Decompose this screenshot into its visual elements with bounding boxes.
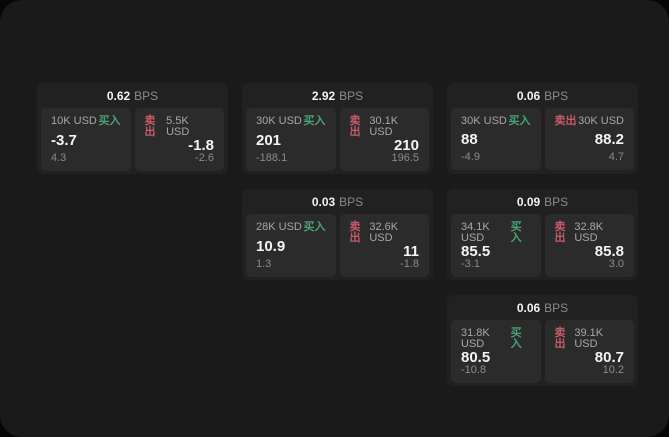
quote-card-body: 28K USD 买入 10.9 1.3 卖出 32.6K USD 11 -1.8 (242, 214, 433, 281)
sell-label: 卖出 (554, 327, 566, 350)
buy-panel[interactable]: 28K USD 买入 10.9 1.3 (246, 214, 336, 277)
bps-value: 0.03 (311, 194, 336, 209)
sell-panel[interactable]: 卖出 32.8K USD 85.8 3.0 (544, 214, 634, 277)
buy-delta: -188.1 (256, 152, 288, 164)
quote-card: 0.62 BPS 10K USD 买入 -3.7 4.3 卖出 5.5K USD (37, 83, 228, 174)
bps-header: 0.06 BPS (447, 83, 638, 108)
sell-amount: 32.8K USD (574, 221, 604, 244)
sell-delta: 10.2 (602, 364, 624, 376)
sell-delta: 196.5 (391, 152, 419, 164)
sell-amount: 5.5K USD (166, 115, 190, 138)
buy-price: 88 (461, 131, 478, 148)
buy-amount: 30K USD (256, 115, 302, 127)
quote-card-body: 34.1K USD 买入 85.5 -3.1 卖出 32.8K USD 85.8… (447, 214, 638, 281)
quote-card-body: 10K USD 买入 -3.7 4.3 卖出 5.5K USD -1.8 -2.… (37, 108, 228, 175)
sell-label: 卖出 (554, 115, 577, 127)
quote-card-grid: 0.62 BPS 10K USD 买入 -3.7 4.3 卖出 5.5K USD (37, 83, 638, 386)
sell-amount: 30K USD (578, 115, 624, 127)
quote-card-body: 30K USD 买入 88 -4.9 卖出 30K USD 88.2 4.7 (447, 108, 638, 174)
sell-amount: 30.1K USD (369, 115, 399, 138)
sell-price: 85.8 (594, 243, 624, 260)
sell-amount: 39.1K USD (574, 327, 604, 350)
sell-amount: 32.6K USD (369, 221, 399, 244)
sell-delta: 3.0 (608, 258, 624, 270)
quote-card: 0.06 BPS 30K USD 买入 88 -4.9 卖出 30K USD (447, 83, 638, 174)
buy-label: 买入 (510, 327, 522, 350)
sell-delta: 4.7 (608, 151, 624, 163)
bps-header: 0.09 BPS (447, 189, 638, 214)
sell-panel[interactable]: 卖出 32.6K USD 11 -1.8 (339, 214, 429, 277)
sell-price: 80.7 (594, 349, 624, 366)
quote-card: 0.09 BPS 34.1K USD 买入 85.5 -3.1 卖出 32.8K… (447, 189, 638, 280)
buy-label: 买入 (98, 115, 121, 127)
bps-unit-label: BPS (544, 88, 569, 103)
bps-header: 2.92 BPS (242, 83, 433, 108)
buy-delta: -4.9 (461, 151, 480, 163)
sell-label: 卖出 (554, 221, 566, 244)
quote-card: 0.03 BPS 28K USD 买入 10.9 1.3 卖出 32.6K US… (242, 189, 433, 280)
quote-card-body: 30K USD 买入 201 -188.1 卖出 30.1K USD 210 1… (242, 108, 433, 175)
buy-label: 买入 (508, 115, 531, 127)
buy-price: 201 (256, 131, 282, 149)
buy-panel[interactable]: 31.8K USD 买入 80.5 -10.8 (451, 320, 541, 383)
quote-card: 0.06 BPS 31.8K USD 买入 80.5 -10.8 卖出 39.1… (447, 295, 638, 386)
buy-label: 买入 (303, 221, 326, 233)
sell-panel[interactable]: 卖出 30K USD 88.2 4.7 (544, 108, 634, 170)
buy-delta: -3.1 (461, 258, 480, 270)
sell-delta: -2.6 (195, 152, 214, 164)
buy-amount: 10K USD (51, 115, 97, 127)
bps-unit-label: BPS (134, 88, 159, 103)
buy-delta: -10.8 (461, 364, 487, 376)
buy-delta: 1.3 (256, 258, 272, 270)
bps-unit-label: BPS (544, 300, 569, 315)
buy-panel[interactable]: 30K USD 买入 88 -4.9 (451, 108, 541, 170)
bps-header: 0.62 BPS (37, 83, 228, 108)
buy-price: 80.5 (461, 349, 491, 366)
buy-amount: 28K USD (256, 221, 302, 233)
bps-unit-label: BPS (544, 194, 569, 209)
sell-price: 210 (393, 137, 419, 154)
sell-price: 88.2 (594, 131, 624, 148)
bps-value: 2.92 (311, 88, 336, 103)
bps-header: 0.03 BPS (242, 189, 433, 214)
sell-panel[interactable]: 卖出 5.5K USD -1.8 -2.6 (134, 108, 224, 171)
buy-price: -3.7 (51, 131, 77, 149)
bps-value: 0.06 (516, 88, 541, 103)
bps-value: 0.62 (106, 88, 131, 103)
buy-panel[interactable]: 34.1K USD 买入 85.5 -3.1 (451, 214, 541, 277)
buy-label: 买入 (303, 115, 326, 127)
sell-label: 卖出 (349, 115, 361, 138)
sell-panel[interactable]: 卖出 30.1K USD 210 196.5 (339, 108, 429, 171)
sell-label: 卖出 (349, 221, 361, 244)
sell-panel[interactable]: 卖出 39.1K USD 80.7 10.2 (544, 320, 634, 383)
bps-value: 0.09 (516, 194, 541, 209)
sell-label: 卖出 (144, 115, 156, 138)
bps-unit-label: BPS (339, 88, 364, 103)
sell-price: -1.8 (188, 137, 214, 154)
quote-card: 2.92 BPS 30K USD 买入 201 -188.1 卖出 30.1K … (242, 83, 433, 174)
sell-price: 11 (403, 243, 419, 260)
buy-delta: 4.3 (51, 152, 67, 164)
buy-price: 85.5 (461, 243, 491, 260)
buy-price: 10.9 (256, 237, 286, 255)
bps-header: 0.06 BPS (447, 295, 638, 320)
buy-panel[interactable]: 10K USD 买入 -3.7 4.3 (41, 108, 131, 171)
buy-amount: 30K USD (461, 115, 507, 127)
quote-card-body: 31.8K USD 买入 80.5 -10.8 卖出 39.1K USD 80.… (447, 320, 638, 387)
buy-amount: 34.1K USD (461, 221, 490, 244)
buy-amount: 31.8K USD (461, 327, 490, 350)
bps-value: 0.06 (516, 300, 541, 315)
bps-unit-label: BPS (339, 194, 364, 209)
sell-delta: -1.8 (400, 258, 419, 270)
buy-label: 买入 (510, 221, 522, 244)
buy-panel[interactable]: 30K USD 买入 201 -188.1 (246, 108, 336, 171)
